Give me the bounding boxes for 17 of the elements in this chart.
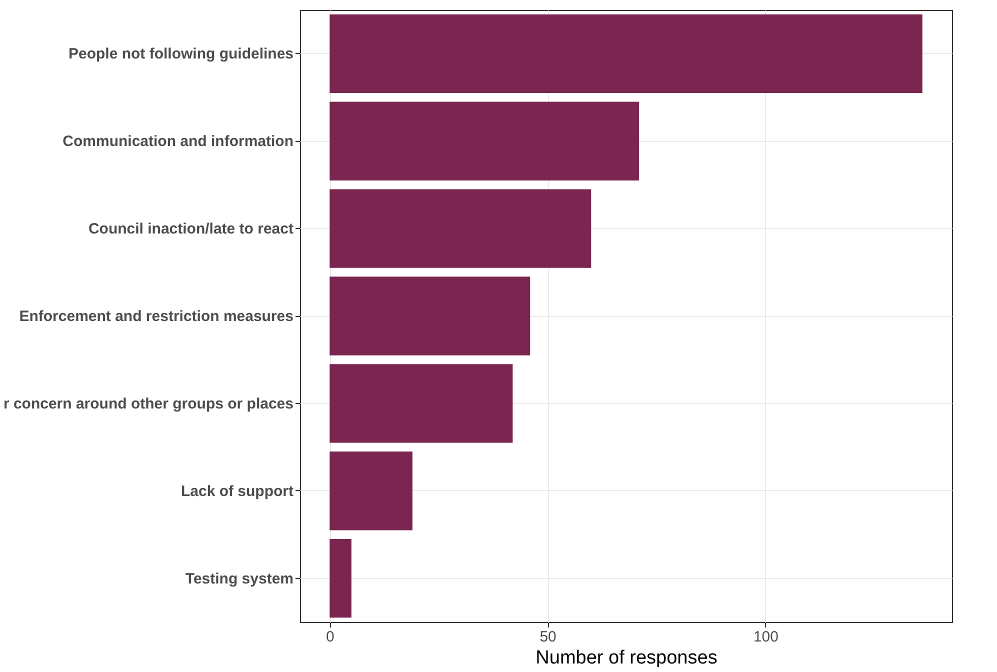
y-tick-label: Testing system <box>185 570 294 588</box>
x-tick-label: 100 <box>753 628 778 646</box>
bar <box>330 276 530 356</box>
bar <box>330 452 412 530</box>
x-tick-label: 50 <box>540 628 556 646</box>
y-tick-label: Communication and information <box>62 133 294 150</box>
bar <box>330 102 640 180</box>
bar <box>330 538 352 618</box>
x-tick-label: 0 <box>326 628 334 646</box>
y-tick-label: Enforcement and restriction measures <box>19 308 294 325</box>
y-tick-label: Council inaction/late to react <box>88 220 294 238</box>
bar <box>330 14 922 94</box>
y-tick-label: Lack of support <box>180 482 294 500</box>
bar <box>330 189 592 268</box>
y-tick-label: People not following guidelines <box>68 46 294 63</box>
y-tick-label: r concern around other groups or places <box>3 395 294 412</box>
bar <box>330 364 513 443</box>
